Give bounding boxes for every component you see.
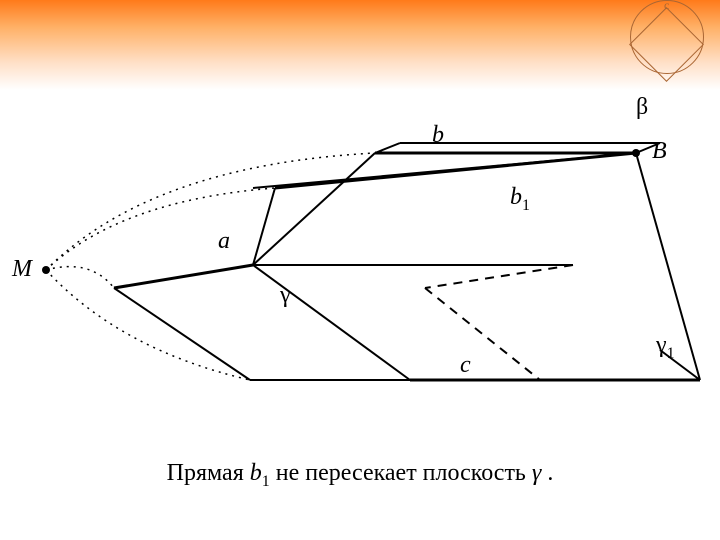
header-gradient — [0, 0, 720, 90]
point-B-dot — [632, 149, 640, 157]
label-b: b — [432, 122, 444, 149]
logo-letter: c — [664, 0, 669, 13]
label-M: M — [12, 256, 32, 283]
label-gamma: γ — [280, 282, 291, 309]
corner-logo: c — [630, 0, 705, 75]
geometry-diagram — [0, 90, 720, 460]
label-gamma1: γ1 — [656, 332, 675, 363]
caption-text: Прямая b1 не пересекает плоскость γ . — [0, 460, 720, 491]
label-a: a — [218, 228, 230, 255]
label-c: c — [460, 352, 471, 379]
label-b1: b1 — [510, 184, 530, 215]
label-beta: β — [636, 94, 648, 121]
label-B: B — [652, 138, 667, 165]
point-M-dot — [42, 266, 50, 274]
